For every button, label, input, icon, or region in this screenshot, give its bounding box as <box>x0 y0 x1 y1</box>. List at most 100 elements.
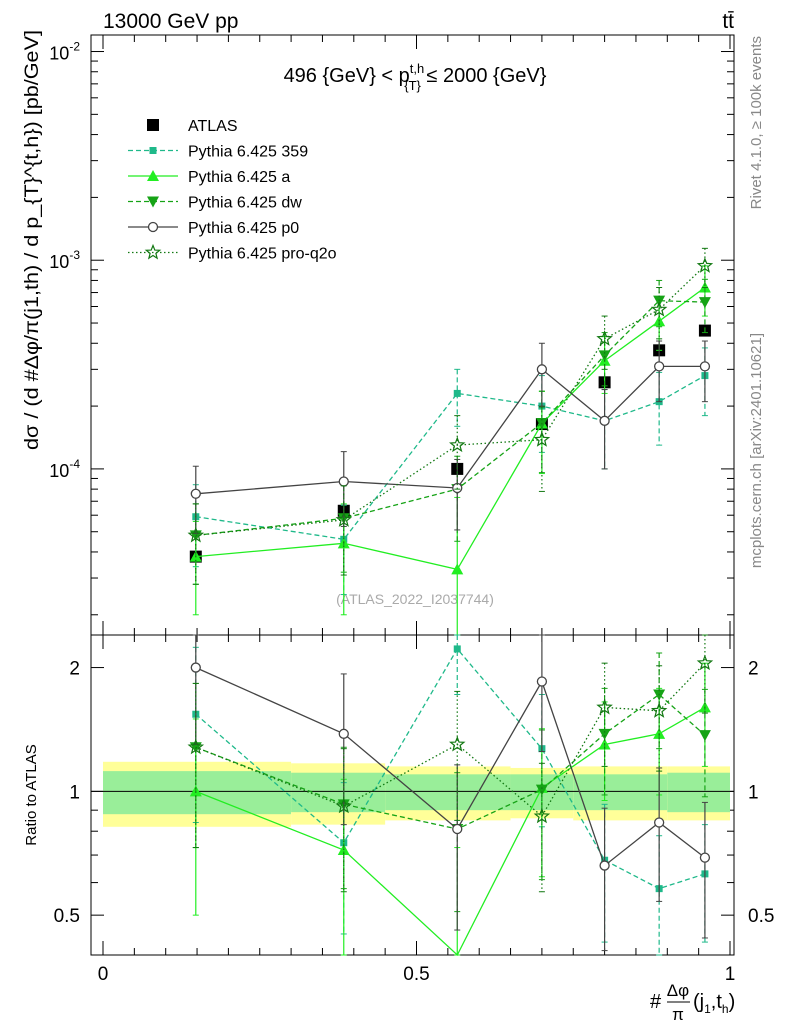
main-point-py_p0 <box>536 364 548 375</box>
process-label: tt̄ <box>722 10 734 33</box>
main-point-py_proq2o <box>335 511 352 527</box>
ratio-band-inner <box>291 772 386 813</box>
main-point-py_proq2o <box>449 436 466 453</box>
main-y-tick-label: 10-3 <box>49 248 80 272</box>
legend-item-py359: Pythia 6.425 359 <box>128 144 308 161</box>
ratio-y-tick-label-right: 0.5 <box>748 906 774 927</box>
cut-label-main: 496 {GeV} < p <box>284 65 410 87</box>
main-series-line-py359 <box>195 375 706 541</box>
ratio-band-inner <box>385 774 511 811</box>
x-axis-title: # Δφ π (j1,th) <box>650 981 735 1024</box>
legend-label: Pythia 6.425 dw <box>188 195 302 212</box>
legend-marker-py_a <box>147 170 159 181</box>
main-y-axis-label: dσ / (d #Δφ/π(j1,th) / d p_{T}^{t,h}) [p… <box>22 30 43 450</box>
x-axis-title-numerator: Δφ <box>667 981 689 1000</box>
legend-item-py_p0: Pythia 6.425 p0 <box>128 220 299 237</box>
main-y-tick-label: 10-2 <box>49 40 80 64</box>
legend-marker-atlas <box>147 119 159 131</box>
main-point-py_p0 <box>699 361 711 372</box>
ratio-uncertainty-band <box>91 761 734 827</box>
x-axis-title-denominator: π <box>672 1005 684 1024</box>
beam-label: 13000 GeV pp <box>103 10 238 33</box>
x-axis-title-hash: # <box>650 991 662 1013</box>
main-point-py_p0 <box>338 476 349 487</box>
ratio-band-inner <box>667 772 730 813</box>
legend-label: Pythia 6.425 pro-q2o <box>188 246 337 263</box>
main-series-line-py_proq2o <box>195 265 706 537</box>
main-point-py_p0 <box>599 415 610 426</box>
main-series-layer <box>187 247 714 636</box>
main-point-py_proq2o <box>187 526 205 543</box>
main-point-py_proq2o <box>650 300 668 317</box>
legend-label: ATLAS <box>188 118 238 135</box>
main-point-py_proq2o <box>696 257 714 273</box>
legend-label: Pythia 6.425 a <box>188 169 290 186</box>
main-point-py_p0 <box>653 361 665 372</box>
main-y-tick-label: 10-4 <box>49 457 80 481</box>
main-point-py359 <box>453 389 461 397</box>
ratio-y-tick-label-left: 2 <box>69 659 80 680</box>
main-series-py_proq2o <box>187 247 714 585</box>
main-series-py_dw <box>189 278 711 585</box>
cut-label-sub: {T} <box>404 78 421 93</box>
ratio-point-py_proq2o <box>650 702 668 718</box>
legend-item-atlas: ATLAS <box>147 118 238 135</box>
legend-marker-py_proq2o <box>144 243 162 260</box>
ratio-y-tick-label-right: 1 <box>748 782 759 803</box>
ratio-point-py_proq2o <box>696 654 714 671</box>
main-axis-ticks: 10-4 10-3 10-2 <box>49 35 734 635</box>
legend-marker-py_dw <box>147 196 159 208</box>
ratio-point-py_dw <box>598 728 611 740</box>
ratio-band-inner <box>573 774 668 811</box>
legend-label: Pythia 6.425 p0 <box>188 220 299 237</box>
ratio-point-py_p0 <box>653 817 665 828</box>
mcplots-reference-note: mcplots.cern.ch [arXiv:2401.10621] <box>748 333 765 568</box>
ratio-series-py_p0 <box>190 634 711 952</box>
ratio-y-tick-label-right: 2 <box>748 659 759 680</box>
x-axis-title-args: (j1,th) <box>693 991 735 1016</box>
ratio-x-tick-label: 1 <box>725 964 736 985</box>
analysis-watermark: (ATLAS_2022_I2037744) <box>336 591 494 607</box>
legend: ATLAS Pythia 6.425 359 Pythia 6.425 a Pythi… <box>128 118 337 263</box>
ratio-point-py_proq2o <box>187 738 205 755</box>
main-series-line-py_dw <box>195 300 705 537</box>
main-point-py_dw <box>598 350 611 362</box>
legend-marker-py359 <box>149 147 157 154</box>
ratio-point-py359 <box>453 645 461 653</box>
legend-item-py_a: Pythia 6.425 a <box>128 169 290 186</box>
main-series-py_p0 <box>190 340 711 535</box>
cut-label-tail: ≤ 2000 {GeV} <box>421 65 547 87</box>
ratio-x-tick-label: 0.5 <box>403 964 429 985</box>
ratio-series-py_proq2o <box>187 634 714 893</box>
cut-label: 496 {GeV} < pt,h {T} ≤ 2000 {GeV} <box>284 61 547 93</box>
main-point-py_dw <box>698 297 711 309</box>
legend-label: Pythia 6.425 359 <box>188 144 308 161</box>
ratio-point-py_proq2o <box>335 797 352 814</box>
cut-label-sup: t,h <box>410 61 424 76</box>
ratio-y-tick-label-left: 0.5 <box>54 906 80 927</box>
ratio-point-py_p0 <box>699 852 711 863</box>
ratio-point-py_p0 <box>599 860 610 871</box>
ratio-y-axis-label: Ratio to ATLAS <box>23 744 40 845</box>
ratio-point-py_p0 <box>190 662 201 673</box>
rivet-version-note: Rivet 4.1.0, ≥ 100k events <box>748 36 765 209</box>
ratio-point-py_dw <box>535 784 548 796</box>
ratio-x-tick-label: 0 <box>98 964 109 985</box>
legend-marker-py_p0 <box>147 221 159 233</box>
main-series-line-py_p0 <box>195 365 705 495</box>
ratio-point-py_dw <box>698 730 711 742</box>
ratio-point-py_p0 <box>536 676 548 687</box>
ratio-series-layer <box>187 634 714 957</box>
ratio-point-py_proq2o <box>596 698 613 715</box>
main-point-py_a <box>451 563 464 575</box>
ratio-point-py_p0 <box>452 823 463 835</box>
ratio-y-tick-label-left: 1 <box>69 782 80 803</box>
main-point-py_p0 <box>190 488 201 499</box>
main-series-py359 <box>192 347 709 596</box>
legend-item-py_dw: Pythia 6.425 dw <box>128 195 302 212</box>
ratio-series-line-py_a <box>195 706 706 957</box>
ratio-plot-frame <box>90 634 735 956</box>
main-point-py_proq2o <box>596 330 613 346</box>
main-point-py_proq2o <box>533 431 551 447</box>
